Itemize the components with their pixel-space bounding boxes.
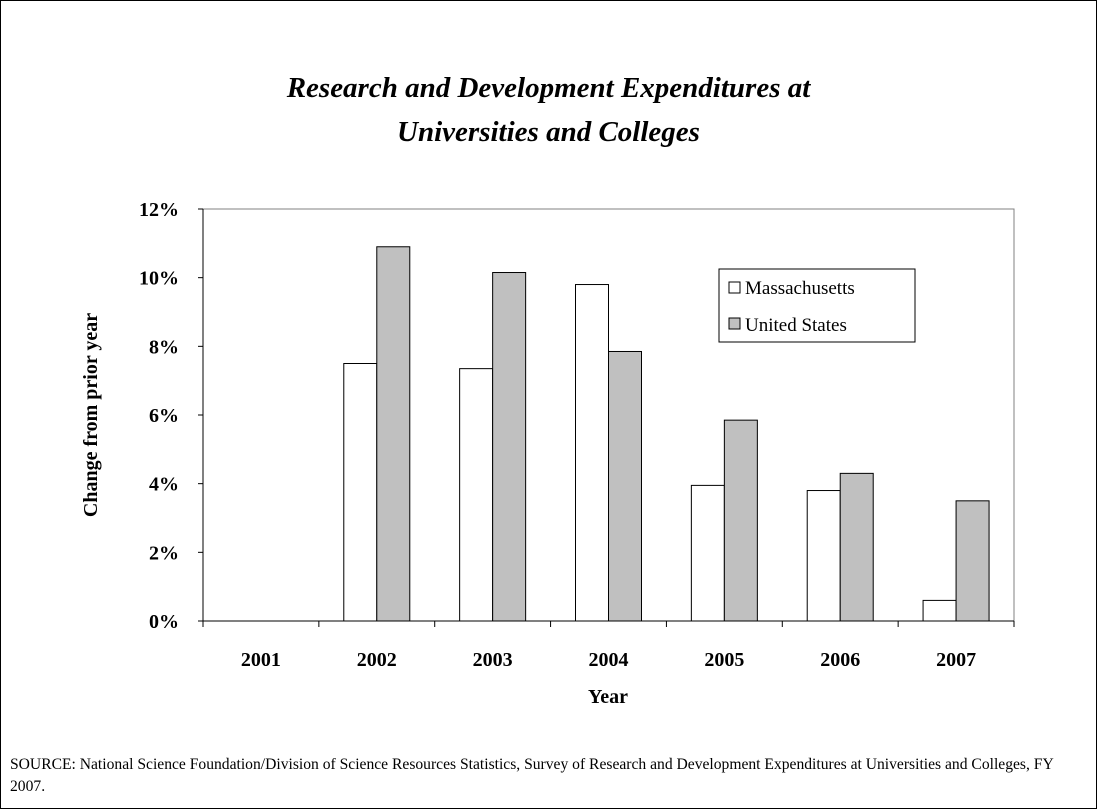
bar-massachusetts-2002 — [343, 363, 378, 622]
chart-title: Research and Development Expenditures at… — [0, 66, 1097, 154]
chart-title-line-2: Universities and Colleges — [397, 116, 700, 148]
bar-united-states-2007 — [955, 500, 990, 622]
legend-swatch-massachusetts — [728, 281, 741, 294]
y-tick-label: 12% — [139, 199, 179, 221]
y-ticks: 0% 2% 4% 6% 8% 10% 12% — [139, 199, 203, 633]
bar-united-states-2003 — [492, 272, 527, 622]
legend-label-massachusetts: Massachusetts — [745, 278, 855, 299]
y-tick-label: 2% — [149, 542, 179, 564]
y-tick-label: 0% — [149, 611, 179, 633]
x-tick-label: 2001 — [241, 649, 281, 671]
source-note: SOURCE: National Science Foundation/Divi… — [10, 756, 1054, 795]
chart-title-line-1: Research and Development Expenditures at — [286, 72, 811, 104]
bar-massachusetts-2005 — [690, 484, 725, 622]
x-tick-label: 2002 — [357, 649, 397, 671]
bar-massachusetts-2004 — [575, 284, 609, 622]
legend: Massachusetts United States — [718, 268, 916, 343]
bar-united-states-2006 — [839, 472, 874, 622]
x-ticks: 2001 2002 2003 2004 2005 2006 2007 — [202, 621, 1015, 671]
legend-box — [718, 268, 916, 343]
x-axis-title: Year — [588, 686, 628, 708]
bar-massachusetts-2003 — [459, 368, 494, 622]
y-axis-title: Change from prior year — [80, 313, 102, 517]
x-tick-label: 2004 — [589, 649, 629, 671]
y-tick-label: 10% — [139, 268, 179, 290]
bar-united-states-2004 — [608, 350, 642, 622]
x-tick-label: 2005 — [704, 649, 744, 671]
legend-label-united-states: United States — [745, 315, 847, 336]
y-tick-label: 4% — [149, 474, 179, 496]
y-tick-label: 8% — [149, 336, 179, 358]
bar-united-states-2005 — [723, 419, 758, 622]
legend-swatch-united-states — [728, 317, 741, 330]
x-tick-label: 2006 — [820, 649, 860, 671]
bar-united-states-2002 — [376, 246, 411, 622]
bars — [343, 246, 990, 622]
x-tick-label: 2003 — [473, 649, 513, 671]
bar-massachusetts-2006 — [806, 490, 841, 622]
x-tick-label: 2007 — [936, 649, 976, 671]
y-tick-label: 6% — [149, 405, 179, 427]
bar-massachusetts-2007 — [922, 599, 957, 622]
